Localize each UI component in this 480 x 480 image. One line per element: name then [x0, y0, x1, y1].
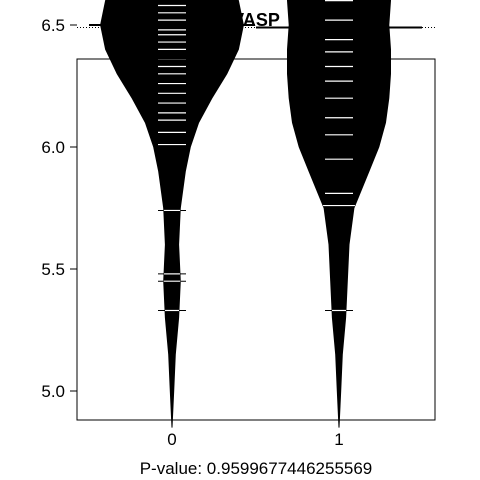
bean-shape: [100, 0, 244, 428]
y-tick-label: 6.5: [41, 16, 65, 35]
x-tick-label: 0: [167, 430, 176, 449]
bean-group-0: [89, 0, 255, 428]
y-tick-label: 5.0: [41, 382, 65, 401]
bean-shape: [286, 0, 392, 428]
bean-group-1: [256, 0, 422, 428]
x-tick-label: 1: [334, 430, 343, 449]
x-axis-label: P-value: 0.9599677446255569: [140, 459, 373, 478]
plot-area: [77, 0, 435, 428]
y-tick-label: 5.5: [41, 260, 65, 279]
y-axis: 5.05.56.06.57.07.5: [41, 16, 77, 401]
y-tick-label: 6.0: [41, 138, 65, 157]
plot-frame: [76, 58, 436, 421]
